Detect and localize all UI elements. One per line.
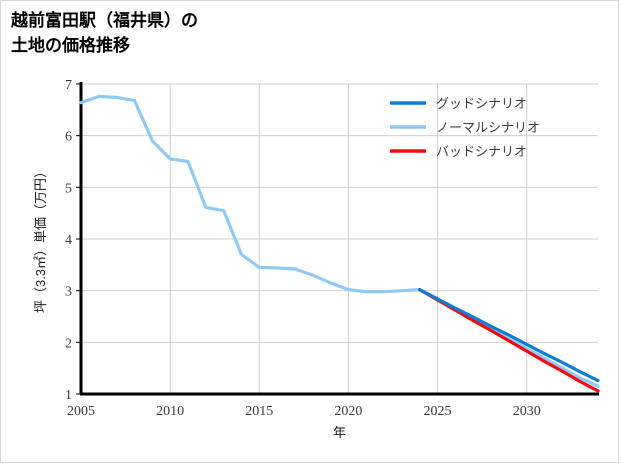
x-tick-label: 2030 xyxy=(513,404,541,419)
series-line-normal xyxy=(79,94,600,388)
page-title-line-1: 越前富田駅（福井県）の xyxy=(11,11,198,30)
x-axis-tick-labels: 2005 2010 2015 2020 2025 2030 xyxy=(67,404,541,419)
y-tick-label: 2 xyxy=(65,336,72,351)
axis-lines xyxy=(79,82,599,396)
y-tick-label: 3 xyxy=(65,285,72,300)
x-tick-label: 2025 xyxy=(424,404,452,419)
series-line-good xyxy=(418,288,600,383)
x-tick-label: 2020 xyxy=(334,404,362,419)
x-tick-label: 2010 xyxy=(156,404,184,419)
y-axis-tick-labels: 1 2 3 4 5 6 7 xyxy=(65,78,81,403)
legend-label: バッドシナリオ xyxy=(436,144,527,159)
y-axis-title: 坪（3.3㎡）単価（万円） xyxy=(33,165,48,313)
series-lines xyxy=(79,94,600,393)
x-axis-title: 年 xyxy=(333,425,346,440)
page-title-line-2: 土地の価格推移 xyxy=(11,35,130,55)
x-tick-label: 2005 xyxy=(67,404,95,419)
y-tick-label: 6 xyxy=(65,130,72,145)
y-tick-label: 5 xyxy=(65,181,72,196)
legend-label: グッドシナリオ xyxy=(436,96,527,111)
y-tick-label: 4 xyxy=(65,233,72,248)
page-title: 越前富田駅（福井県）の 土地の価格推移 xyxy=(11,9,431,58)
y-tick-label: 7 xyxy=(65,78,72,93)
y-tick-label: 1 xyxy=(65,388,72,403)
legend-label: ノーマルシナリオ xyxy=(436,120,540,135)
x-tick-label: 2015 xyxy=(245,404,273,419)
